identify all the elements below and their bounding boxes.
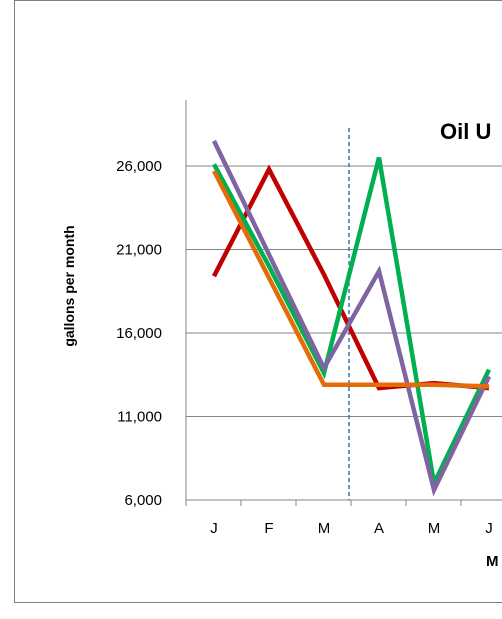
x-tick-marks <box>185 500 462 506</box>
x-tick-label: M <box>428 520 441 537</box>
series-line-1 <box>211 164 490 391</box>
x-tick-label: J <box>210 520 218 537</box>
chart-title: Oil U <box>440 119 491 144</box>
series-line-3 <box>211 139 492 497</box>
y-tick-label: 16,000 <box>116 325 162 342</box>
series-line-2 <box>212 157 492 491</box>
x-tick-label: A <box>374 520 384 537</box>
series-line-4 <box>211 169 490 389</box>
series-lines <box>211 139 492 497</box>
y-axis-label: gallons per month <box>61 225 77 346</box>
x-tick-label: F <box>264 520 273 537</box>
y-tick-label: 21,000 <box>116 242 162 259</box>
chart-frame <box>14 0 502 603</box>
y-tick-label: 26,000 <box>116 158 162 175</box>
x-axis-label: M <box>486 553 499 570</box>
y-tick-labels: 26,000 21,000 16,000 11,000 6,000 <box>116 158 162 509</box>
x-tick-label: M <box>318 520 331 537</box>
gridlines <box>186 165 502 417</box>
x-tick-label: J <box>485 520 493 537</box>
y-tick-label: 11,000 <box>117 409 162 426</box>
y-tick-label: 6,000 <box>124 492 162 509</box>
